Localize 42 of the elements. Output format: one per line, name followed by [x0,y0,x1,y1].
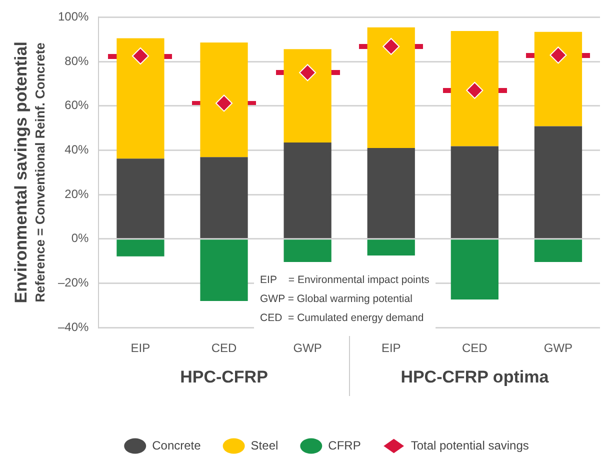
y-tick-label: –40% [58,320,90,334]
annotation: CED = Cumulated energy demand [260,312,424,324]
y-tick-label: –20% [58,276,90,290]
y-tick-label: 80% [64,54,90,68]
y-tick-label: 60% [64,98,90,112]
bar [284,142,332,238]
y-tick-label: 100% [58,10,90,24]
y-axis-title: Environmental savings potential Reference = Conventional Reinf. Concrete [12,42,48,304]
point [216,94,233,112]
point [132,48,149,64]
text: HPC-CFRP optima [400,367,550,386]
bar [116,240,164,256]
y-tick-label: 40% [64,142,90,157]
bar [116,158,164,238]
bar [284,240,332,262]
x-tick-label: CED [462,341,488,356]
annotation: GWP = Global warming potential [260,293,412,306]
y-tick-label: 20% [64,186,90,201]
text: HPC-CFRP [180,367,268,386]
point [466,82,484,99]
bar [450,240,498,300]
point [382,38,400,55]
legend-label: Steel [250,438,278,452]
legend-label: Total potential savings [410,438,529,452]
bar [534,126,582,238]
bar [200,240,248,301]
bar [200,157,248,238]
bar [534,240,582,262]
bar [367,148,415,238]
legend-label: Concrete [152,438,202,452]
y-tick-label: 0% [71,231,90,246]
bar [450,146,498,238]
point [299,64,316,82]
x-tick-label: CED [211,341,238,356]
x-tick-label: GWP [293,341,322,356]
bar [367,240,415,256]
point [550,46,567,64]
legend-label: CFRP [328,438,361,452]
annotation: EIP = Environmental impact points [260,274,430,286]
x-tick-label: GWP [544,341,573,356]
x-tick-label: EIP [130,341,150,356]
x-tick-label: EIP [381,341,401,356]
